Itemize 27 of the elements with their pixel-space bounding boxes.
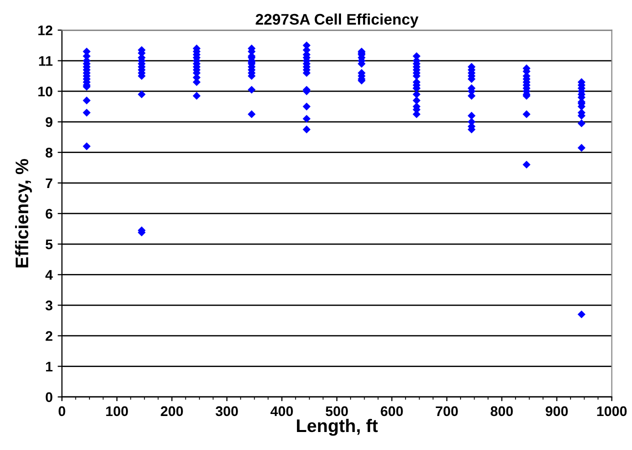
y-tick-label: 3 <box>46 300 52 310</box>
chart-title: 2297SA Cell Efficiency <box>256 14 418 28</box>
y-tick-label: 0 <box>46 392 52 402</box>
y-tick-label: 1 <box>46 362 53 372</box>
x-tick-label: 300 <box>216 406 238 416</box>
x-tick-label: 900 <box>546 406 568 416</box>
y-tick-label: 6 <box>46 208 52 219</box>
y-tick-label: 12 <box>38 25 52 36</box>
y-tick-label: 10 <box>38 86 52 96</box>
x-tick-label: 100 <box>106 406 128 416</box>
y-axis-title: Efficiency, % <box>15 158 32 268</box>
x-tick-label: 400 <box>270 406 293 416</box>
y-tick-label: 11 <box>39 56 53 66</box>
y-tick-label: 5 <box>46 240 53 250</box>
x-tick-label: 500 <box>326 406 348 416</box>
y-tick-label: 4 <box>45 270 53 280</box>
x-tick-label: 1000 <box>597 406 627 416</box>
x-axis-title: Length, ft <box>296 418 378 436</box>
x-tick-label: 700 <box>436 406 458 416</box>
x-tick-label: 0 <box>58 406 66 416</box>
y-tick-label: 2 <box>46 331 52 341</box>
x-tick-label: 200 <box>160 406 183 416</box>
x-tick-label: 800 <box>490 406 513 416</box>
y-tick-label: 8 <box>46 148 52 158</box>
x-tick-label: 600 <box>380 406 403 416</box>
y-tick-label: 7 <box>46 178 52 188</box>
y-tick-label: 9 <box>46 117 52 128</box>
